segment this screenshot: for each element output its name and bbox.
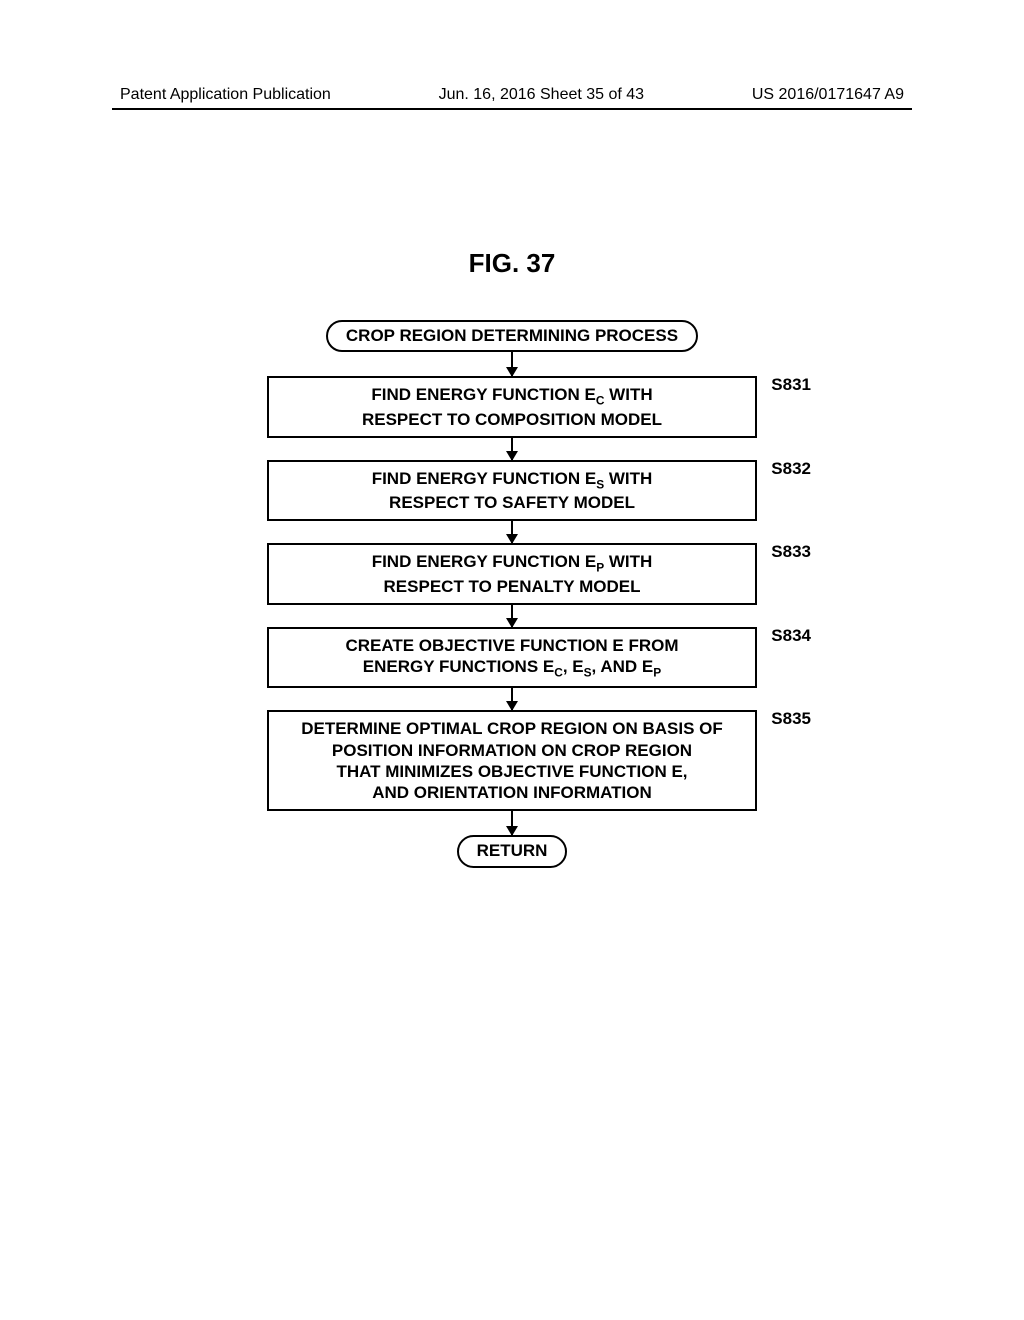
step-label: S832 [771,458,811,479]
header-center: Jun. 16, 2016 Sheet 35 of 43 [439,86,645,104]
flow-step-s834: CREATE OBJECTIVE FUNCTION E FROMENERGY F… [267,627,757,689]
step-text: CREATE OBJECTIVE FUNCTION E FROMENERGY F… [345,636,678,676]
step-label: S834 [771,625,811,646]
step-label: S835 [771,708,811,729]
flow-step-s833: FIND ENERGY FUNCTION EP WITHRESPECT TO P… [267,543,757,605]
flow-step-s835: DETERMINE OPTIMAL CROP REGION ON BASIS O… [267,710,757,811]
step-label: S833 [771,541,811,562]
header-right: US 2016/0171647 A9 [752,86,904,104]
header-rule [112,108,912,110]
flow-start-terminal: CROP REGION DETERMINING PROCESS [326,320,698,352]
flow-step-s832: FIND ENERGY FUNCTION ES WITHRESPECT TO S… [267,460,757,522]
arrow-icon [511,352,514,376]
figure-title: FIG. 37 [0,248,1024,279]
flowchart: CROP REGION DETERMINING PROCESS FIND ENE… [232,320,792,868]
arrow-icon [511,688,514,710]
step-text: DETERMINE OPTIMAL CROP REGION ON BASIS O… [301,719,723,802]
page-header: Patent Application Publication Jun. 16, … [0,86,1024,104]
step-text: FIND ENERGY FUNCTION EC WITHRESPECT TO C… [362,385,662,428]
arrow-icon [511,811,514,835]
step-text: FIND ENERGY FUNCTION EP WITHRESPECT TO P… [372,552,653,595]
header-left: Patent Application Publication [120,86,331,104]
flow-end-terminal: RETURN [457,835,568,867]
arrow-icon [511,521,514,543]
flow-start-wrap: CROP REGION DETERMINING PROCESS [232,320,792,352]
arrow-icon [511,438,514,460]
flow-end-wrap: RETURN [232,835,792,867]
arrow-icon [511,605,514,627]
step-label: S831 [771,374,811,395]
step-text: FIND ENERGY FUNCTION ES WITHRESPECT TO S… [372,469,653,512]
flow-step-s831: FIND ENERGY FUNCTION EC WITHRESPECT TO C… [267,376,757,438]
